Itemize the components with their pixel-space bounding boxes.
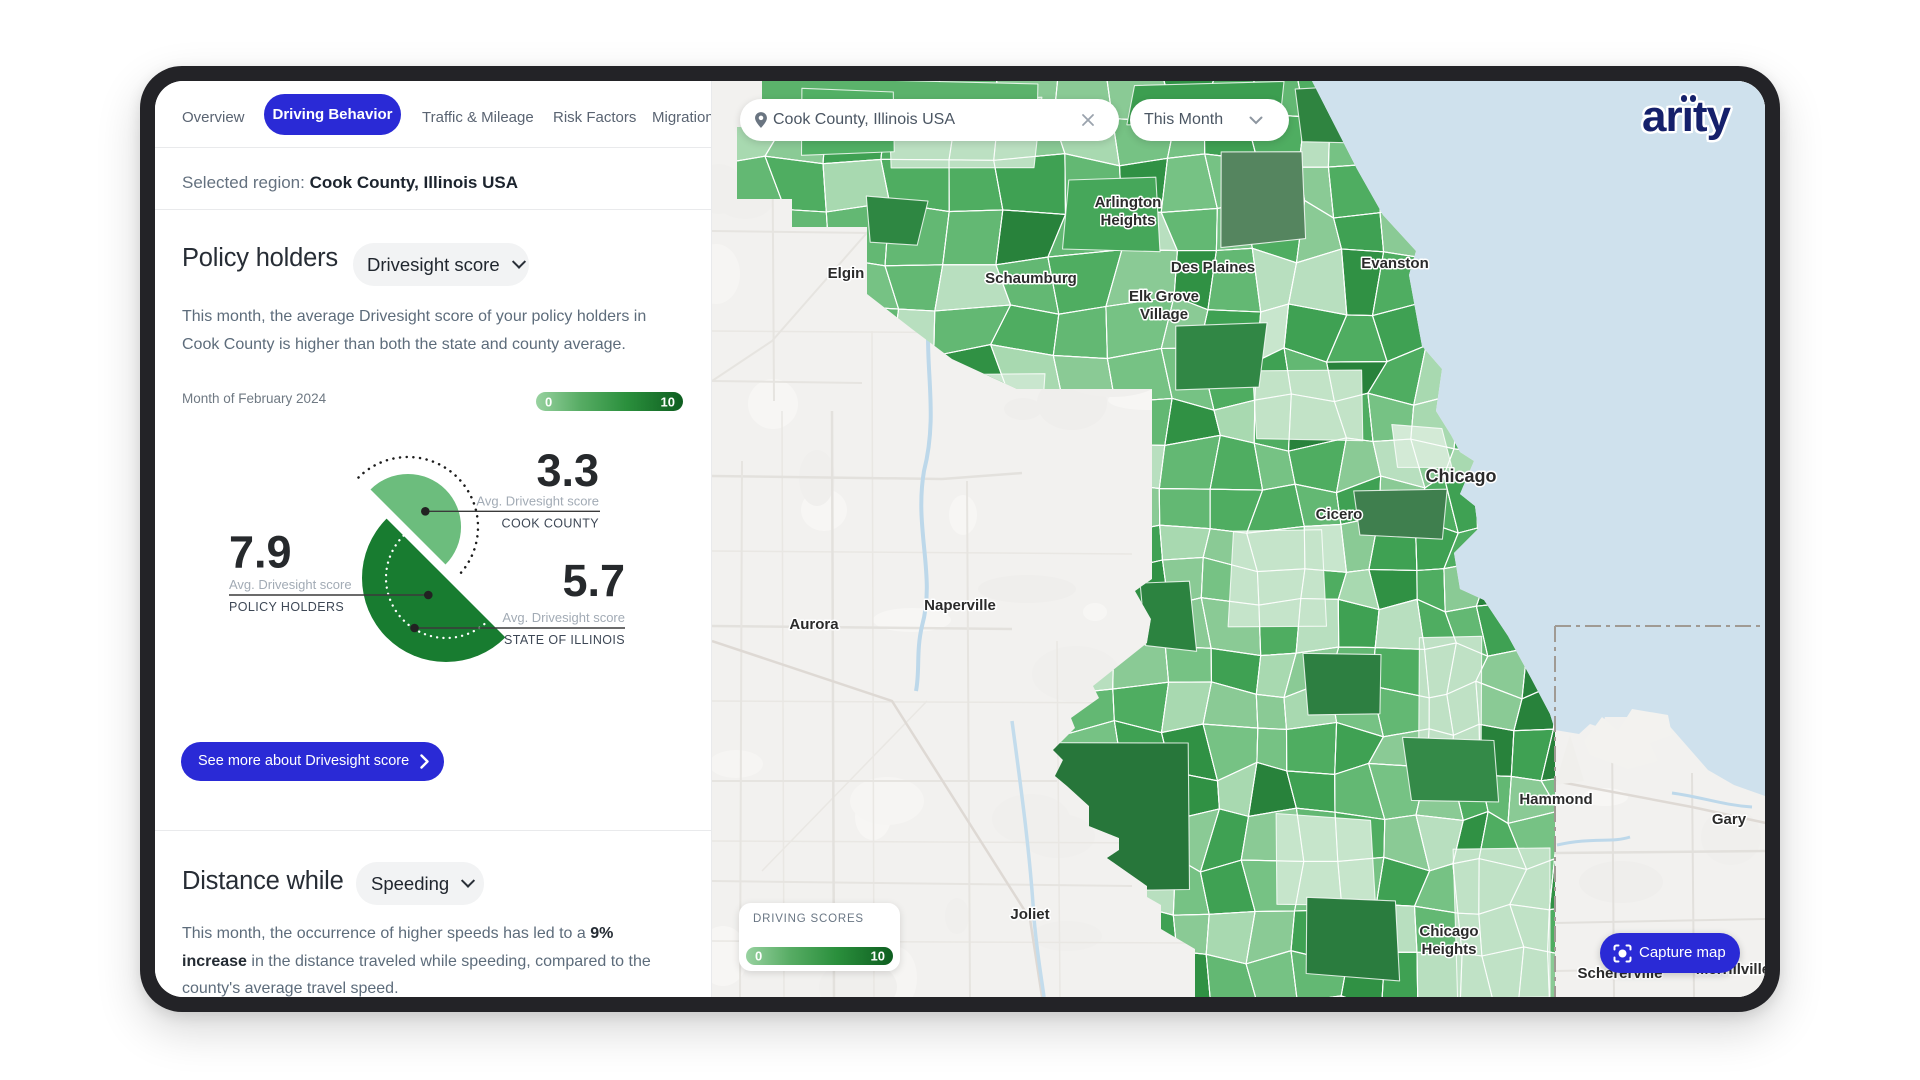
svg-text:Elgin: Elgin bbox=[828, 265, 865, 282]
svg-text:Hammond: Hammond bbox=[1519, 791, 1592, 808]
svg-text:Heights: Heights bbox=[1421, 941, 1476, 958]
svg-text:Avg. Drivesight score: Avg. Drivesight score bbox=[229, 577, 352, 592]
svg-text:Cicero: Cicero bbox=[1316, 506, 1363, 523]
svg-text:7.9: 7.9 bbox=[229, 527, 292, 578]
svg-text:Des Plaines: Des Plaines bbox=[1171, 259, 1255, 276]
svg-text:5.7: 5.7 bbox=[562, 555, 625, 606]
svg-text:Avg. Drivesight score: Avg. Drivesight score bbox=[502, 610, 625, 625]
svg-text:3.3: 3.3 bbox=[536, 445, 599, 496]
svg-text:Chicago: Chicago bbox=[1419, 923, 1478, 940]
svg-text:COOK COUNTY: COOK COUNTY bbox=[502, 517, 600, 531]
svg-text:Avg. Drivesight score: Avg. Drivesight score bbox=[476, 494, 599, 509]
svg-text:Chicago: Chicago bbox=[1425, 466, 1496, 486]
svg-text:STATE OF ILLINOIS: STATE OF ILLINOIS bbox=[504, 633, 625, 647]
svg-text:Heights: Heights bbox=[1100, 212, 1155, 229]
svg-text:Joliet: Joliet bbox=[1010, 906, 1049, 923]
svg-text:Aurora: Aurora bbox=[789, 616, 839, 633]
svg-text:Elk Grove: Elk Grove bbox=[1129, 288, 1199, 305]
svg-text:Arlington: Arlington bbox=[1095, 194, 1162, 211]
svg-text:Evanston: Evanston bbox=[1361, 255, 1429, 272]
svg-text:Gary: Gary bbox=[1712, 811, 1747, 828]
svg-text:Village: Village bbox=[1140, 306, 1188, 323]
svg-text:Naperville: Naperville bbox=[924, 597, 996, 614]
svg-text:POLICY HOLDERS: POLICY HOLDERS bbox=[229, 600, 344, 614]
svg-text:Schaumburg: Schaumburg bbox=[985, 270, 1077, 287]
